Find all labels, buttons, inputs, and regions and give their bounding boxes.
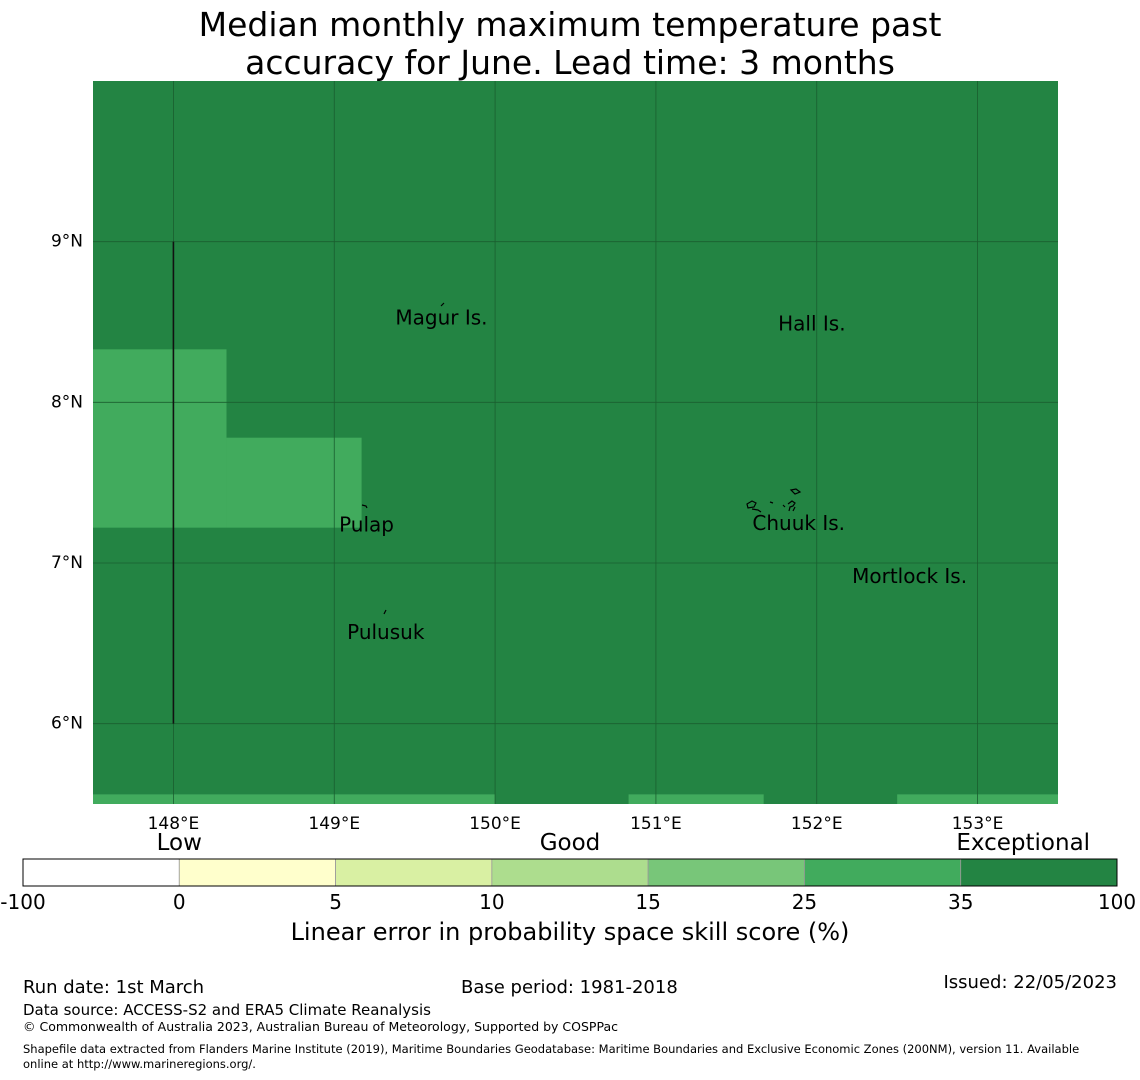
longitude-tick-label: 148°E	[148, 814, 200, 834]
colorbar-tick-label: 10	[479, 890, 505, 914]
colorbar-frame	[22, 858, 1118, 887]
latitude-tick-label: 9°N	[51, 232, 83, 252]
place-label: Pulusuk	[347, 620, 425, 644]
title-line-2: accuracy for June. Lead time: 3 months	[245, 43, 895, 82]
place-label: Pulap	[339, 513, 394, 537]
colorbar-bin	[22, 858, 180, 887]
longitude-tick-label: 153°E	[952, 814, 1004, 834]
colorbar	[22, 858, 1118, 887]
colorbar-tick-label: 35	[947, 890, 974, 914]
place-label: Mortlock Is.	[852, 564, 967, 588]
latitude-tick-labels: 9°N 8°N 7°N 6°N	[51, 232, 83, 734]
longitude-tick-label: 151°E	[630, 814, 682, 834]
skill-cell	[628, 794, 764, 804]
colorbar-category-label: Low	[156, 830, 202, 856]
shapefile-credit-line-2: online at http://www.marineregions.org/.	[23, 1057, 256, 1071]
place-labels-layer: Magur Is. Hall Is. Pulap Chuuk Is. Mortlock …	[339, 305, 967, 644]
latitude-tick-label: 7°N	[51, 553, 83, 573]
place-label: Magur Is.	[395, 305, 487, 329]
skill-cells-layer	[93, 349, 1058, 804]
map-title: Median monthly maximum temperature past …	[0, 6, 1140, 82]
island-outlines-layer	[361, 302, 802, 615]
colorbar-category-label: Exceptional	[956, 830, 1091, 856]
colorbar-bin	[804, 858, 962, 887]
colorbar-bin	[647, 858, 805, 887]
issued-date: Issued: 22/05/2023	[943, 972, 1117, 993]
pulap-island-shape	[361, 504, 368, 509]
longitude-tick-label: 152°E	[791, 814, 843, 834]
skill-cell	[93, 349, 227, 528]
longitude-tick-label: 149°E	[308, 814, 360, 834]
place-label: Hall Is.	[778, 312, 845, 336]
skill-cell	[93, 794, 496, 804]
skill-cell	[226, 437, 362, 528]
colorbar-tick-label: 15	[635, 890, 661, 914]
colorbar-category-label: Good	[539, 830, 601, 856]
longitude-tick-labels: 148°E 149°E 150°E 151°E 152°E 153°E	[148, 814, 1004, 834]
shapefile-credit-line-1: Shapefile data extracted from Flanders M…	[23, 1042, 1080, 1056]
run-date: Run date: 1st March	[23, 977, 205, 998]
latitude-tick-label: 8°N	[51, 392, 83, 412]
colorbar-bin	[178, 858, 336, 887]
colorbar-tick-label: 100	[1097, 890, 1137, 914]
colorbar-tick-label: -100	[0, 890, 46, 914]
data-source: Data source: ACCESS-S2 and ERA5 Climate …	[23, 1001, 431, 1019]
longitude-tick-label: 150°E	[469, 814, 521, 834]
magur-island-shape	[440, 302, 445, 307]
colorbar-bin	[960, 858, 1118, 887]
colorbar-tick-label: 5	[329, 890, 342, 914]
chuuk-lagoon-shape	[746, 488, 802, 513]
colorbar-tick-label: 0	[172, 890, 186, 914]
latitude-tick-label: 6°N	[51, 714, 83, 734]
copyright-notice: © Commonwealth of Australia 2023, Austra…	[23, 1019, 618, 1034]
colorbar-title: Linear error in probability space skill …	[290, 918, 850, 946]
base-period: Base period: 1981-2018	[461, 977, 678, 998]
title-line-1: Median monthly maximum temperature past	[198, 5, 942, 44]
place-label: Chuuk Is.	[752, 511, 845, 535]
colorbar-tick-label: 25	[791, 890, 818, 914]
colorbar-bin	[491, 858, 649, 887]
colorbar-bin	[335, 858, 493, 887]
pulusuk-island-shape	[383, 609, 387, 615]
